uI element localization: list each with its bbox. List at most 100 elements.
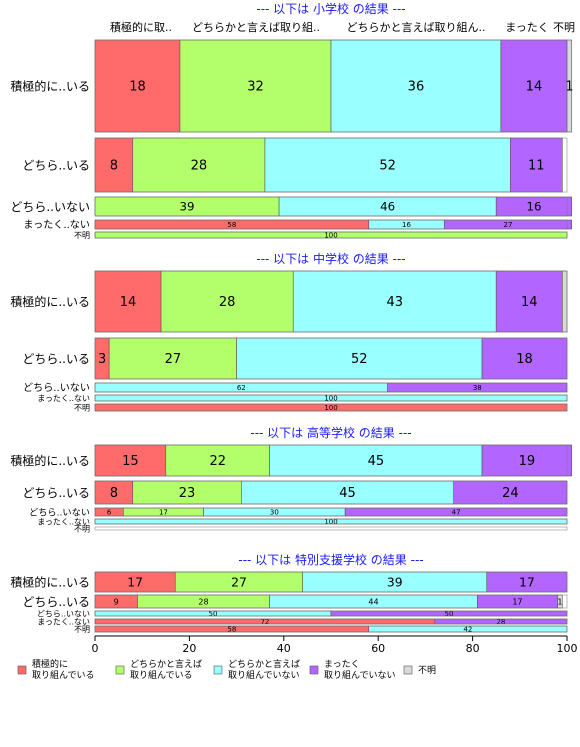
bar-segment [108, 337, 237, 380]
row-frame [94, 594, 568, 609]
legend-label: どちらかと言えば [228, 658, 300, 670]
legend-swatch [115, 665, 125, 675]
row-label: どちら..いる [22, 595, 90, 609]
data-label: 50 [209, 610, 218, 618]
row-label: どちら..いる [22, 486, 90, 500]
row-frame [94, 337, 568, 380]
bar-segment [510, 137, 563, 193]
data-label: 27 [504, 221, 513, 229]
row-frame [94, 526, 568, 531]
row-frame [94, 382, 568, 393]
row-label: 不明 [74, 403, 90, 412]
data-label: 23 [179, 486, 196, 501]
bar-segment [561, 270, 568, 333]
row-frame [94, 518, 568, 525]
panel-title: --- 以下は 小学校 の結果 --- [256, 1, 405, 16]
bar-segment [264, 137, 511, 193]
data-label: 27 [231, 574, 247, 589]
data-label: 1 [565, 80, 573, 95]
bar-segment [94, 39, 181, 133]
row-label: どちら..いる [22, 158, 90, 172]
data-label: 14 [521, 295, 538, 310]
data-label: 32 [247, 80, 264, 95]
data-label: 39 [387, 574, 403, 589]
row-label: どちら..いない [10, 200, 90, 214]
x-tick-label: 60 [371, 642, 385, 655]
data-label: 50 [445, 610, 454, 618]
data-label: 3 [98, 352, 106, 367]
x-tick-label: 20 [182, 642, 196, 655]
row-label: 積極的に..いる [10, 78, 90, 93]
data-label: 9 [114, 597, 119, 606]
data-label: 45 [339, 486, 356, 501]
data-label: 24 [502, 486, 519, 501]
row-label: 不明 [74, 231, 90, 240]
data-label: 100 [324, 395, 337, 403]
row-frame [94, 196, 568, 217]
data-label: 14 [120, 295, 137, 310]
data-label: 46 [380, 200, 395, 214]
data-label: 18 [129, 80, 146, 95]
data-label: 47 [452, 509, 461, 517]
row-frame [94, 39, 568, 133]
data-label: 17 [159, 509, 168, 517]
data-label: 38 [473, 384, 482, 392]
data-label: 17 [127, 574, 143, 589]
data-label: 19 [519, 454, 536, 469]
data-label: 17 [512, 597, 522, 606]
legend-label: 不明 [418, 665, 436, 676]
data-label: 30 [270, 509, 279, 517]
bar-segment [292, 270, 497, 333]
legend-swatch [403, 665, 413, 675]
data-label: 58 [227, 221, 236, 229]
panel-title: --- 以下は 特別支援学校 の結果 --- [238, 552, 423, 567]
bar-segment [236, 337, 483, 380]
bar-segment [500, 39, 568, 133]
data-label: 43 [386, 295, 403, 310]
row-frame [94, 625, 568, 633]
row-frame [94, 618, 568, 625]
data-label: 16 [526, 200, 541, 214]
row-label: 積極的に..いる [10, 453, 90, 468]
data-label: 18 [516, 352, 533, 367]
data-label: 11 [528, 159, 545, 174]
row-frame [94, 231, 568, 239]
column-header: どちらかと言えば取り組ん.. [347, 21, 486, 34]
column-header: どちらかと言えば取り組.. [192, 21, 320, 34]
row-label: 不明 [74, 524, 90, 533]
data-label: 100 [324, 404, 337, 412]
x-tick-label: 0 [92, 642, 99, 655]
column-header: まったく [505, 21, 549, 34]
panel-title: --- 以下は 高等学校 の結果 --- [250, 425, 411, 440]
row-frame [94, 444, 568, 477]
data-label: 39 [180, 200, 195, 214]
x-tick-label: 40 [277, 642, 291, 655]
bar-segment [94, 270, 162, 333]
bar-segment [495, 270, 563, 333]
data-label: 52 [351, 352, 368, 367]
row-label: まったく..ない [37, 394, 90, 403]
legend-swatch [213, 665, 223, 675]
data-label: 8 [110, 159, 118, 174]
legend-label: 取り組んでいない [324, 669, 396, 681]
bar-segment [481, 337, 568, 380]
row-label: どちら..いる [22, 352, 90, 366]
legend-label: まったく [324, 659, 360, 670]
column-header: 不明 [553, 21, 575, 34]
row-frame [94, 480, 568, 505]
data-label: 28 [496, 618, 505, 626]
row-label: まったく..ない [37, 517, 90, 526]
column-header: 積極的に取.. [110, 20, 172, 34]
data-label: 14 [526, 80, 543, 95]
x-tick-label: 100 [557, 642, 578, 655]
data-label: 6 [107, 509, 112, 517]
data-label: 15 [122, 454, 139, 469]
data-label: 22 [209, 454, 226, 469]
bar-segment [160, 270, 294, 333]
row-frame [94, 610, 568, 617]
data-label: 62 [237, 384, 246, 392]
legend-label: 取り組んでいる [32, 669, 95, 681]
data-label: 36 [408, 80, 425, 95]
data-label: 45 [368, 454, 385, 469]
